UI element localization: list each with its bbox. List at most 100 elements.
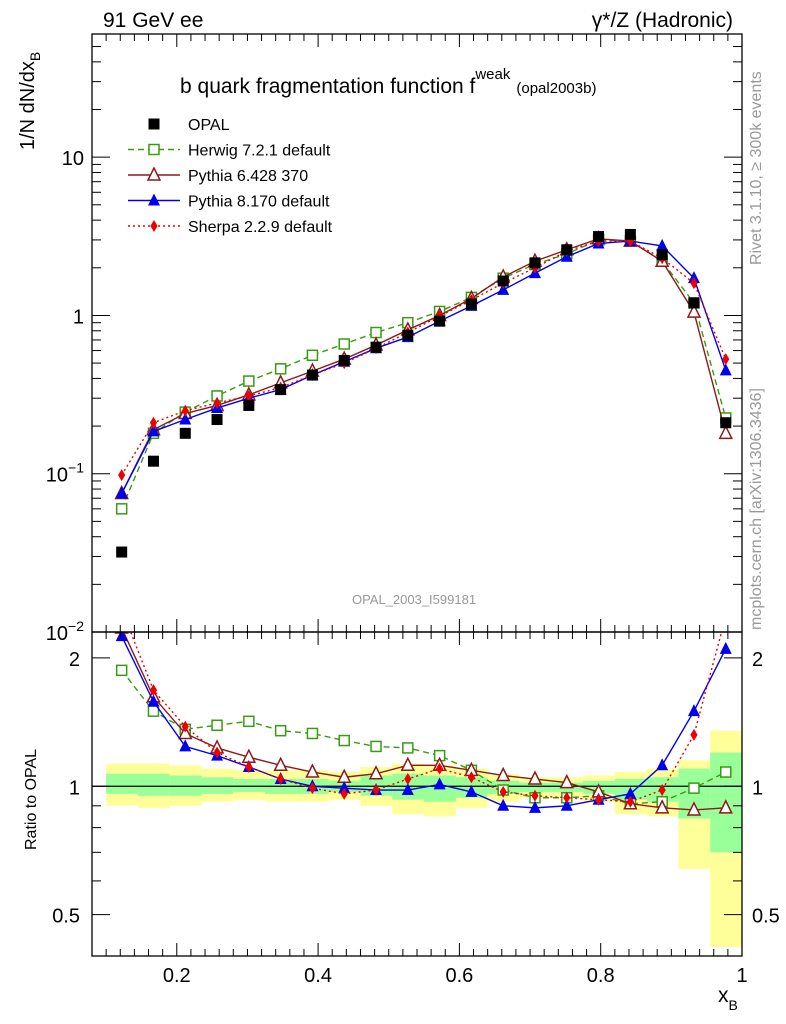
ratio-point [594, 793, 603, 806]
data-point [147, 455, 159, 467]
data-point [624, 228, 636, 240]
data-point [686, 303, 702, 318]
ratio-point [722, 611, 729, 623]
ratio-point [687, 704, 700, 717]
data-point [179, 427, 191, 439]
ratio-point [560, 798, 573, 811]
y-tick-label: 10−2 [46, 618, 84, 645]
y-tick-label: 10−1 [46, 460, 84, 487]
ratio-point [306, 727, 319, 740]
data-point [115, 503, 128, 515]
data-point [179, 412, 192, 425]
legend-item: Pythia 6.428 370 [128, 166, 308, 185]
series-line [121, 240, 727, 476]
ratio-point [688, 782, 700, 794]
ratio-point [527, 770, 543, 785]
legend-label: Pythia 8.170 default [188, 194, 330, 211]
data-point [274, 363, 287, 375]
legend-marker [146, 166, 162, 181]
ratio-point [245, 760, 253, 773]
data-point [561, 244, 573, 256]
y-axis-label-main: 1/N dN/dx [17, 61, 39, 150]
header-left: 91 GeV ee [103, 9, 203, 32]
y-tick-base: 1 [73, 306, 84, 328]
ratio-point [340, 787, 348, 800]
x-tick-label: 0.6 [445, 965, 473, 987]
ratio-point [531, 789, 539, 802]
ratio-point [559, 773, 574, 789]
data-point [719, 363, 732, 376]
data-point [147, 424, 160, 437]
data-point [593, 231, 605, 243]
y-tick-base: 10 [62, 148, 84, 170]
ratio-point [338, 781, 351, 794]
ratio-point [115, 632, 128, 642]
ratio-series-sherpa-2-2-9-default [129, 611, 729, 808]
ratio-point [179, 739, 192, 752]
ratio-point [654, 799, 670, 814]
ratio-point [465, 784, 478, 797]
y-tick-exp: −1 [68, 460, 84, 476]
data-point [720, 417, 732, 429]
ratio-line [122, 632, 726, 811]
ratio-point [401, 783, 414, 796]
ratio-point [114, 632, 129, 634]
ratio-point [149, 684, 158, 697]
y-axis-label: 1/N dN/dxB [17, 52, 43, 150]
ratio-band-inner [233, 779, 266, 792]
x-tick-label: 0.2 [163, 965, 191, 987]
data-point [656, 249, 668, 261]
ratio-point [115, 664, 128, 677]
ratio-point [497, 798, 510, 811]
ratio-tick-label-right: 0.5 [752, 906, 780, 928]
legend-item: Herwig 7.2.1 default [128, 143, 331, 160]
ratio-point [656, 758, 669, 771]
ratio-point [624, 786, 637, 799]
ratio-point [147, 694, 160, 707]
ratio-tick-label-left: 2 [69, 649, 80, 671]
ratio-point [433, 777, 446, 790]
data-point [656, 238, 669, 251]
data-point [497, 275, 509, 287]
data-point [115, 486, 128, 499]
ratio-point [308, 782, 317, 795]
ratio-point [720, 766, 732, 778]
ratio-point [718, 799, 733, 814]
data-point [529, 257, 541, 269]
ratio-series-group [114, 611, 733, 816]
ratio-tick-label-left: 1 [69, 777, 80, 799]
data-point [370, 341, 382, 353]
legend-label: Pythia 6.428 370 [188, 168, 308, 185]
ratio-point [274, 724, 287, 737]
x-tick-label: 0.8 [587, 965, 615, 987]
ratio-point [467, 771, 476, 784]
ratio-point [372, 784, 380, 797]
ratio-tick-label-right: 1 [752, 777, 763, 799]
chart-title-main: b quark fragmentation function f [180, 75, 476, 98]
y-tick-exp: −2 [68, 618, 84, 634]
series-line [121, 238, 727, 494]
series-pythia-8-170-default [115, 234, 732, 499]
ratio-tick-label-right: 2 [752, 649, 763, 671]
series-opal [116, 228, 732, 558]
data-point [688, 297, 700, 309]
ratio-point [436, 762, 444, 775]
y-tick-base: 10 [46, 623, 68, 645]
ratio-point [686, 801, 702, 816]
ratio-axis-label: Ratio to OPAL [23, 749, 40, 850]
legend-marker [148, 118, 160, 130]
ratio-point [273, 756, 288, 772]
ratio-point [277, 773, 285, 786]
series-herwig-7-2-1-default [115, 234, 732, 515]
x-axis-label: xB [718, 984, 738, 1013]
ratio-point [499, 785, 507, 798]
ratio-band-group [92, 730, 742, 947]
data-point [116, 546, 128, 558]
x-tick-label: 1 [736, 965, 747, 987]
data-point [275, 384, 287, 396]
data-point [243, 375, 255, 387]
data-point [243, 399, 255, 411]
ratio-point [563, 791, 571, 804]
watermark: OPAL_2003_I599181 [352, 592, 476, 607]
